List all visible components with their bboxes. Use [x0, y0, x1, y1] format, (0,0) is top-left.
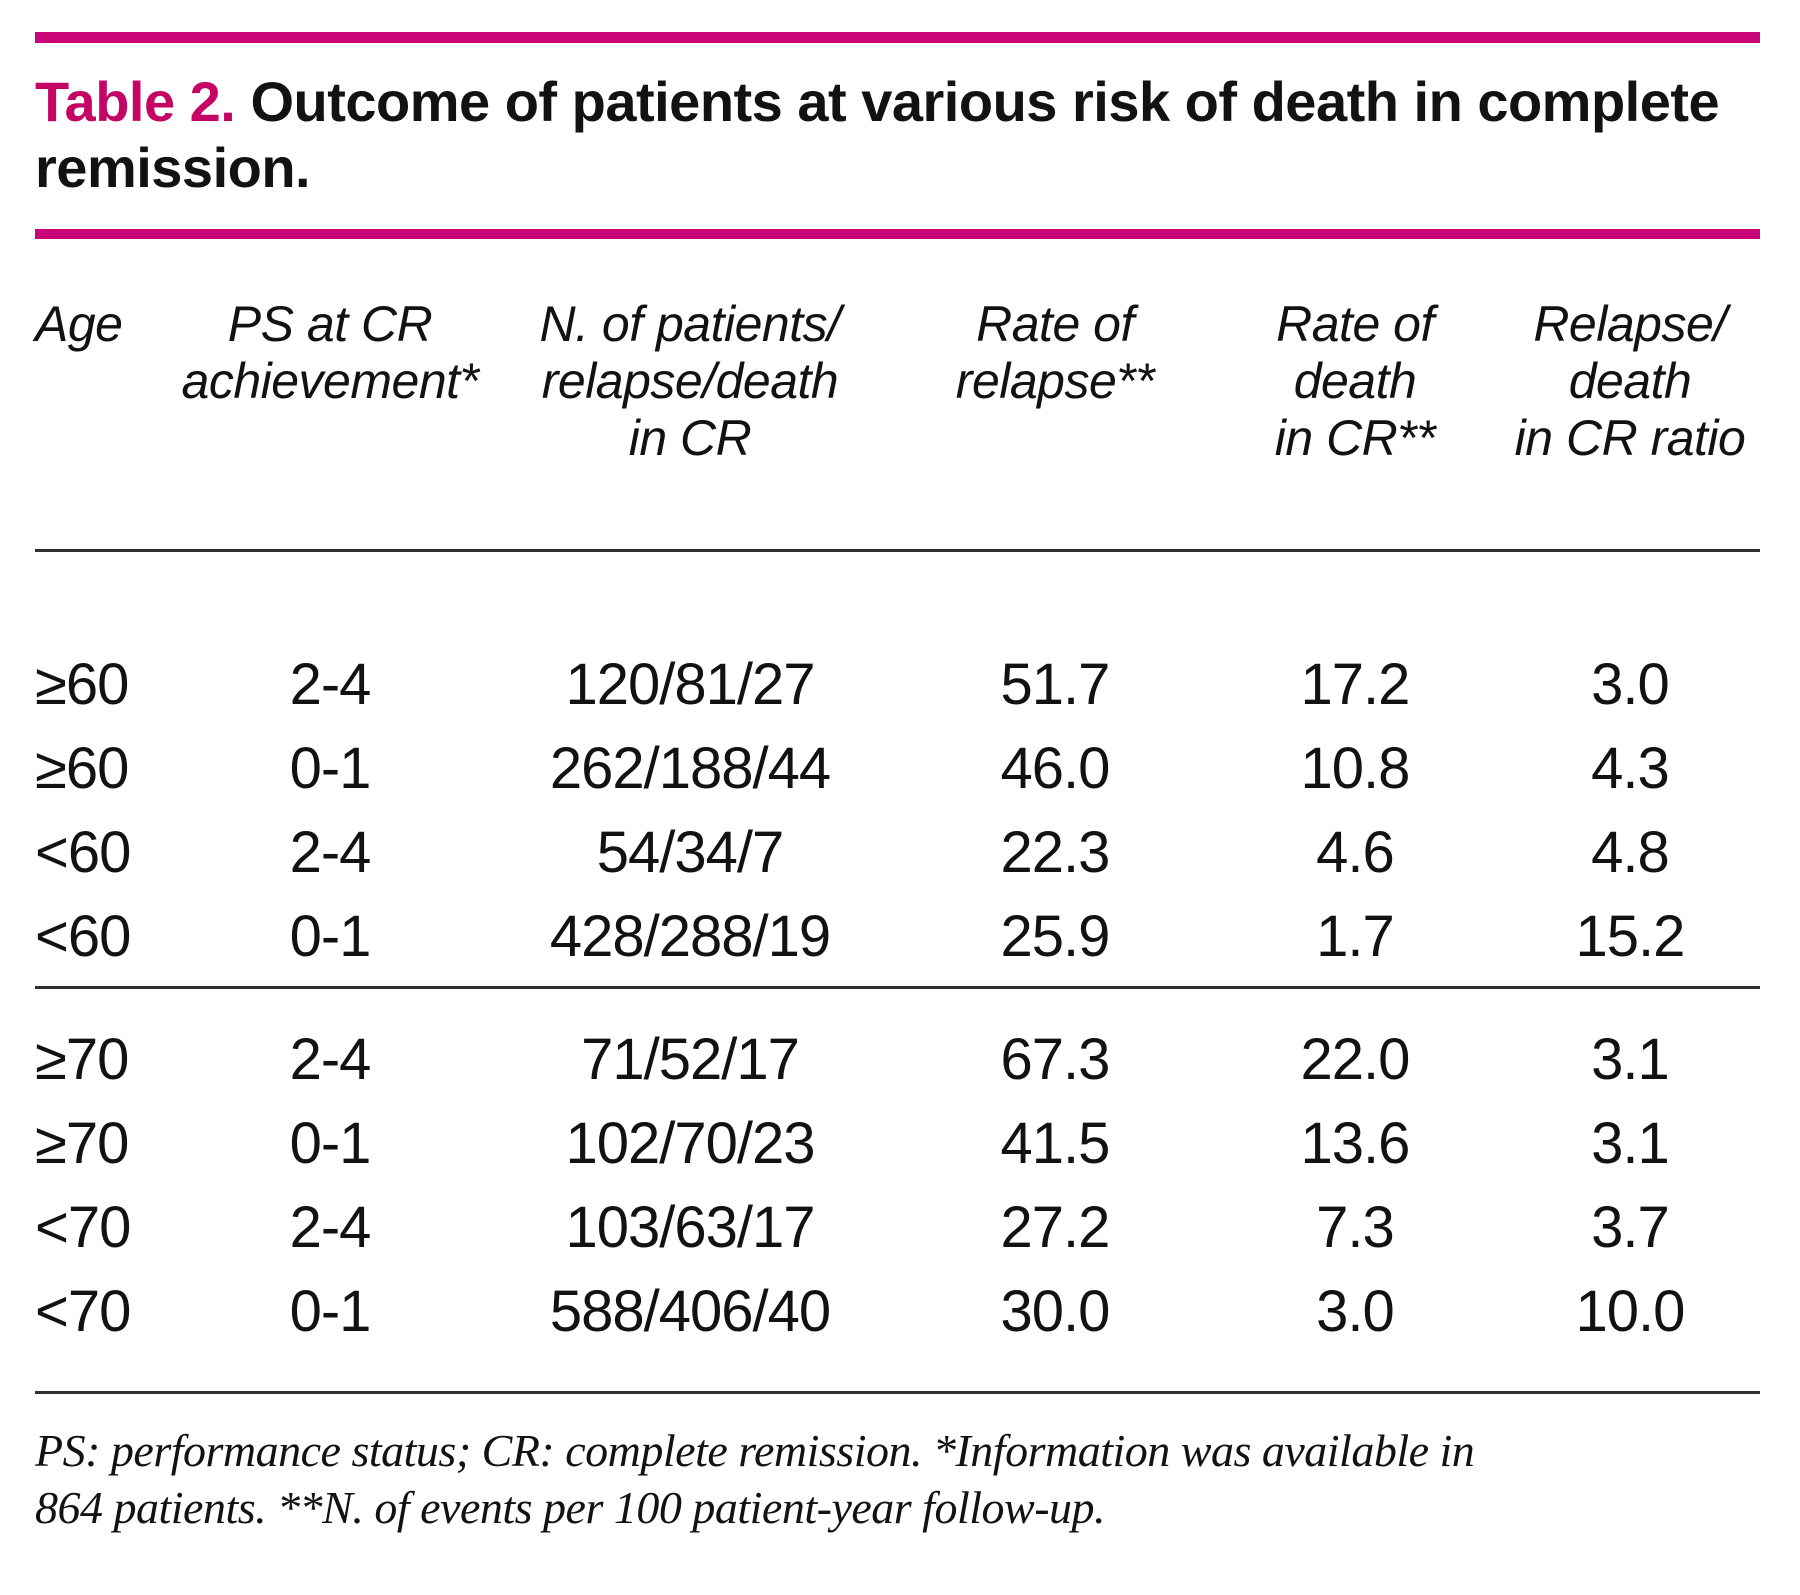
cell-n-patients: 54/34/7	[596, 819, 785, 885]
table-row: <70 0-1 588/406/40 30.0 3.0 10.0	[35, 1269, 1760, 1353]
cell-n-patients: 103/63/17	[565, 1194, 815, 1260]
cell-age: ≥60	[35, 651, 129, 717]
cell-rate-death: 3.0	[1316, 1278, 1395, 1344]
cell-ratio: 3.0	[1591, 651, 1670, 717]
cell-ratio: 4.8	[1591, 819, 1670, 885]
cell-n-patients: 428/288/19	[549, 903, 831, 969]
cell-age: <60	[35, 819, 131, 885]
table-caption-line1: Outcome of patients at various risk of d…	[250, 70, 1720, 133]
column-header-rate-death: Rate of death in CR**	[1274, 296, 1436, 466]
table-group-age70: ≥70 2-4 71/52/17 67.3 22.0 3.1 ≥70 0-1 1…	[35, 989, 1760, 1353]
cell-age: ≥70	[35, 1026, 129, 1092]
column-header-ratio: Relapse/ death in CR ratio	[1514, 296, 1746, 466]
cell-rate-relapse: 67.3	[1000, 1026, 1111, 1092]
accent-rule-below-title	[35, 229, 1760, 239]
cell-n-patients: 102/70/23	[565, 1110, 815, 1176]
accent-rule-top	[35, 32, 1760, 43]
table-row: ≥70 2-4 71/52/17 67.3 22.0 3.1	[35, 1017, 1760, 1101]
cell-age: ≥70	[35, 1110, 129, 1176]
group-divider-rule	[35, 986, 1760, 989]
cell-ps: 0-1	[289, 1278, 372, 1344]
cell-rate-relapse: 46.0	[1000, 735, 1111, 801]
cell-rate-death: 13.6	[1300, 1110, 1411, 1176]
cell-rate-relapse: 41.5	[1000, 1110, 1111, 1176]
cell-rate-death: 17.2	[1300, 651, 1411, 717]
table-row: <60 0-1 428/288/19 25.9 1.7 15.2	[35, 894, 1760, 978]
cell-n-patients: 120/81/27	[565, 651, 815, 717]
cell-ps: 2-4	[289, 651, 372, 717]
cell-rate-death: 4.6	[1316, 819, 1395, 885]
cell-rate-death: 10.8	[1300, 735, 1411, 801]
table-header-row: Age PS at CR achievement* N. of patients…	[35, 296, 1760, 467]
cell-ratio: 3.1	[1591, 1026, 1670, 1092]
table-footnote: PS: performance status; CR: complete rem…	[35, 1425, 1475, 1533]
column-header-age: Age	[35, 296, 123, 352]
cell-ratio: 15.2	[1575, 903, 1686, 969]
cell-rate-relapse: 25.9	[1000, 903, 1111, 969]
cell-rate-relapse: 30.0	[1000, 1278, 1111, 1344]
cell-ratio: 3.7	[1591, 1194, 1670, 1260]
cell-rate-death: 7.3	[1316, 1194, 1395, 1260]
cell-n-patients: 71/52/17	[581, 1026, 800, 1092]
cell-ps: 0-1	[289, 735, 372, 801]
cell-ps: 0-1	[289, 1110, 372, 1176]
cell-age: <70	[35, 1278, 131, 1344]
column-header-rate-relapse: Rate of relapse**	[955, 296, 1155, 409]
footer-divider-rule	[35, 1391, 1760, 1394]
table-row: <70 2-4 103/63/17 27.2 7.3 3.7	[35, 1185, 1760, 1269]
cell-rate-relapse: 51.7	[1000, 651, 1111, 717]
cell-ps: 2-4	[289, 1194, 372, 1260]
table-caption-line2: remission.	[35, 136, 311, 199]
cell-rate-relapse: 27.2	[1000, 1194, 1111, 1260]
cell-ps: 2-4	[289, 1026, 372, 1092]
table-row: ≥60 0-1 262/188/44 46.0 10.8 4.3	[35, 726, 1760, 810]
column-header-ps-at-cr: PS at CR achievement*	[181, 296, 479, 409]
cell-age: <70	[35, 1194, 131, 1260]
header-divider-rule	[35, 549, 1760, 552]
cell-ratio: 10.0	[1575, 1278, 1686, 1344]
cell-rate-relapse: 22.3	[1000, 819, 1111, 885]
cell-rate-death: 22.0	[1300, 1026, 1411, 1092]
cell-n-patients: 588/406/40	[549, 1278, 831, 1344]
table-group-age60: ≥60 2-4 120/81/27 51.7 17.2 3.0 ≥60 0-1 …	[35, 552, 1760, 978]
cell-ratio: 3.1	[1591, 1110, 1670, 1176]
cell-n-patients: 262/188/44	[549, 735, 831, 801]
cell-rate-death: 1.7	[1316, 903, 1395, 969]
column-header-n-patients: N. of patients/ relapse/death in CR	[539, 296, 842, 466]
cell-ratio: 4.3	[1591, 735, 1670, 801]
table-row: ≥60 2-4 120/81/27 51.7 17.2 3.0	[35, 642, 1760, 726]
cell-age: <60	[35, 903, 131, 969]
table-number-label: Table 2.	[35, 70, 236, 133]
table-caption: Table 2. Outcome of patients at various …	[35, 69, 1760, 201]
table-row: <60 2-4 54/34/7 22.3 4.6 4.8	[35, 810, 1760, 894]
cell-ps: 2-4	[289, 819, 372, 885]
cell-age: ≥60	[35, 735, 129, 801]
cell-ps: 0-1	[289, 903, 372, 969]
table-row: ≥70 0-1 102/70/23 41.5 13.6 3.1	[35, 1101, 1760, 1185]
